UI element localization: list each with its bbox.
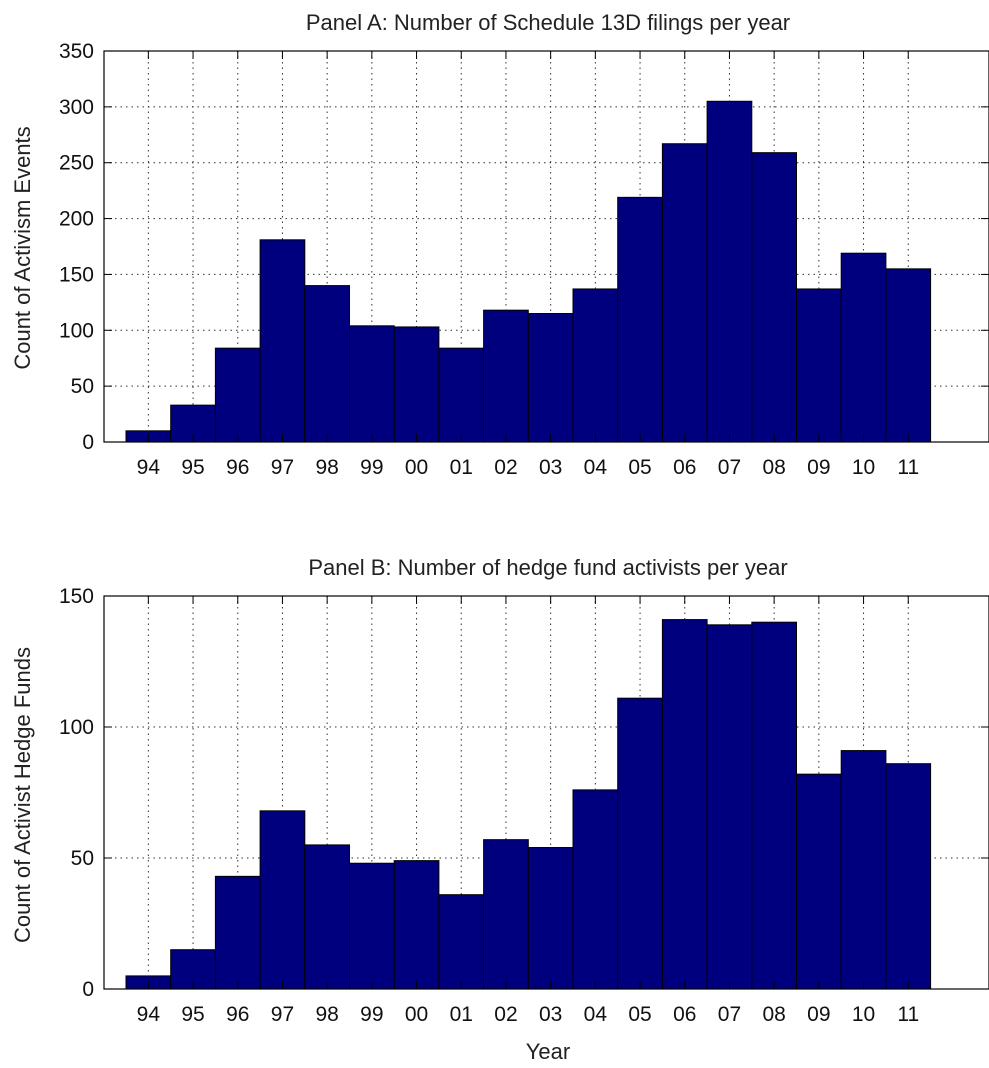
panel-a-x-tick-label: 06 bbox=[673, 456, 696, 479]
panel-b-bar-10 bbox=[840, 750, 887, 990]
panel-b-bar-05 bbox=[617, 697, 663, 990]
panel-b-x-tick-label: 95 bbox=[181, 1003, 204, 1026]
panel-a-y-tick-label: 300 bbox=[59, 96, 94, 119]
panel-b-y-tick-label: 50 bbox=[71, 847, 94, 870]
panel-a-y-tick-label: 150 bbox=[59, 263, 94, 286]
panel-a-x-tick-label: 96 bbox=[226, 456, 249, 479]
panel-b-x-tick-label: 97 bbox=[271, 1003, 294, 1026]
panel-b-bar-00 bbox=[393, 860, 440, 990]
panel-b-bar-02 bbox=[483, 839, 529, 990]
panel-a-x-tick-label: 97 bbox=[271, 456, 294, 479]
panel-b-x-tick-label: 07 bbox=[718, 1003, 741, 1026]
panel-a-x-tick-label: 01 bbox=[450, 456, 473, 479]
panel-a-bar-08 bbox=[751, 152, 797, 443]
panel-b-x-tick-labels: 94 95 96 97 98 99 00 01 02 03 04 05 06 07 08 09 10 11 bbox=[137, 1003, 919, 1026]
panel-b-bar-03 bbox=[527, 847, 574, 990]
panel-b-x-tick-label: 00 bbox=[405, 1003, 428, 1026]
panel-a-y-tick-label: 250 bbox=[59, 152, 94, 175]
panel-a-x-tick-label: 10 bbox=[852, 456, 875, 479]
panel-a-y-tick-labels: 0 50 100 150 200 250 300 350 bbox=[59, 40, 94, 454]
panel-a-bar-96 bbox=[214, 347, 261, 443]
panel-b-y-axis-label: Count of Activist Hedge Funds bbox=[10, 647, 35, 943]
panel-b-bar-09 bbox=[796, 773, 842, 990]
panel-b-bar-07 bbox=[706, 624, 753, 990]
panel-a-x-tick-label: 08 bbox=[762, 456, 785, 479]
panel-b-x-tick-label: 11 bbox=[897, 1003, 919, 1026]
panel-a-y-tick-label: 350 bbox=[59, 40, 94, 63]
panel-b-y-tick-label: 150 bbox=[59, 585, 94, 608]
panel-b-y-tick-label: 100 bbox=[59, 716, 94, 739]
panel-b-x-tick-label: 05 bbox=[628, 1003, 651, 1026]
panel-a-bar-00 bbox=[393, 326, 440, 443]
panel-a-x-tick-label: 09 bbox=[807, 456, 830, 479]
panel-b-y-tick-label: 0 bbox=[82, 978, 94, 1001]
panel-b-ticks bbox=[104, 595, 989, 990]
panel-b-bar-97 bbox=[259, 810, 306, 990]
panel-b-bar-06 bbox=[661, 619, 708, 990]
panel-a-bar-10 bbox=[840, 252, 887, 443]
panel-a-y-tick-label: 100 bbox=[59, 319, 94, 342]
panel-a-x-tick-label: 99 bbox=[360, 456, 383, 479]
panel-b-bar-96 bbox=[214, 875, 261, 990]
panel-b-x-tick-label: 06 bbox=[673, 1003, 696, 1026]
panel-a: Panel A: Number of Schedule 13D filings … bbox=[10, 10, 989, 479]
panel-a-y-tick-label: 200 bbox=[59, 208, 94, 231]
panel-a-x-tick-label: 07 bbox=[718, 456, 741, 479]
panel-a-x-tick-label: 11 bbox=[897, 456, 919, 479]
panel-b-x-tick-label: 01 bbox=[450, 1003, 473, 1026]
panel-b-bar-11 bbox=[885, 763, 932, 990]
panel-a-x-tick-label: 95 bbox=[181, 456, 204, 479]
panel-b-x-tick-label: 03 bbox=[539, 1003, 562, 1026]
panel-a-x-tick-label: 94 bbox=[137, 456, 161, 479]
panel-a-x-tick-label: 98 bbox=[315, 456, 338, 479]
panel-b-bar-99 bbox=[349, 862, 395, 990]
panel-b: Panel B: Number of hedge fund activists … bbox=[10, 555, 989, 1064]
panel-b-title: Panel B: Number of hedge fund activists … bbox=[308, 555, 787, 580]
panel-a-x-tick-label: 00 bbox=[405, 456, 428, 479]
panel-a-title: Panel A: Number of Schedule 13D filings … bbox=[306, 10, 790, 35]
panel-b-bar-01 bbox=[438, 894, 485, 990]
panel-a-bar-02 bbox=[483, 309, 529, 443]
panel-a-axes-box bbox=[103, 50, 989, 443]
panel-b-x-tick-label: 10 bbox=[852, 1003, 875, 1026]
panel-a-bar-98 bbox=[304, 285, 350, 443]
panel-a-bar-11 bbox=[885, 268, 932, 443]
panel-a-bar-06 bbox=[661, 143, 708, 443]
panel-b-bars bbox=[125, 619, 932, 990]
panel-b-x-tick-label: 94 bbox=[137, 1003, 161, 1026]
panel-a-bar-05 bbox=[617, 196, 663, 443]
panel-a-x-tick-label: 02 bbox=[494, 456, 517, 479]
panel-a-y-axis-label: Count of Activism Events bbox=[10, 126, 35, 369]
panel-b-x-tick-label: 96 bbox=[226, 1003, 249, 1026]
panel-a-bar-97 bbox=[259, 239, 306, 443]
panel-b-x-tick-label: 02 bbox=[494, 1003, 517, 1026]
panel-b-bar-04 bbox=[572, 789, 619, 990]
panel-a-bar-04 bbox=[572, 288, 619, 443]
panel-a-bars bbox=[125, 100, 932, 443]
panel-a-bar-07 bbox=[706, 100, 753, 443]
panel-b-x-axis-label: Year bbox=[526, 1039, 570, 1064]
panel-b-x-tick-label: 08 bbox=[762, 1003, 785, 1026]
panel-a-x-tick-label: 05 bbox=[628, 456, 651, 479]
panel-a-y-tick-label: 50 bbox=[71, 375, 94, 398]
panel-b-x-tick-label: 98 bbox=[315, 1003, 338, 1026]
panel-a-bar-03 bbox=[527, 313, 574, 443]
panel-b-x-tick-label: 09 bbox=[807, 1003, 830, 1026]
panel-b-bar-08 bbox=[751, 621, 797, 990]
panel-b-bar-98 bbox=[304, 844, 350, 990]
panel-b-x-tick-label: 04 bbox=[584, 1003, 608, 1026]
panel-a-bar-09 bbox=[796, 288, 842, 443]
panel-a-x-tick-label: 04 bbox=[584, 456, 608, 479]
panel-a-x-tick-label: 03 bbox=[539, 456, 562, 479]
panel-a-bar-01 bbox=[438, 347, 485, 443]
panel-a-bar-99 bbox=[349, 325, 395, 443]
panel-b-y-tick-labels: 0 50 100 150 bbox=[59, 585, 94, 1001]
panel-a-x-tick-labels: 94 95 96 97 98 99 00 01 02 03 04 05 06 07 08 09 10 11 bbox=[137, 456, 919, 479]
panel-b-axes-box bbox=[103, 595, 989, 990]
panel-a-y-tick-label: 0 bbox=[82, 431, 94, 454]
panel-a-ticks bbox=[104, 50, 989, 443]
panel-b-x-tick-label: 99 bbox=[360, 1003, 383, 1026]
